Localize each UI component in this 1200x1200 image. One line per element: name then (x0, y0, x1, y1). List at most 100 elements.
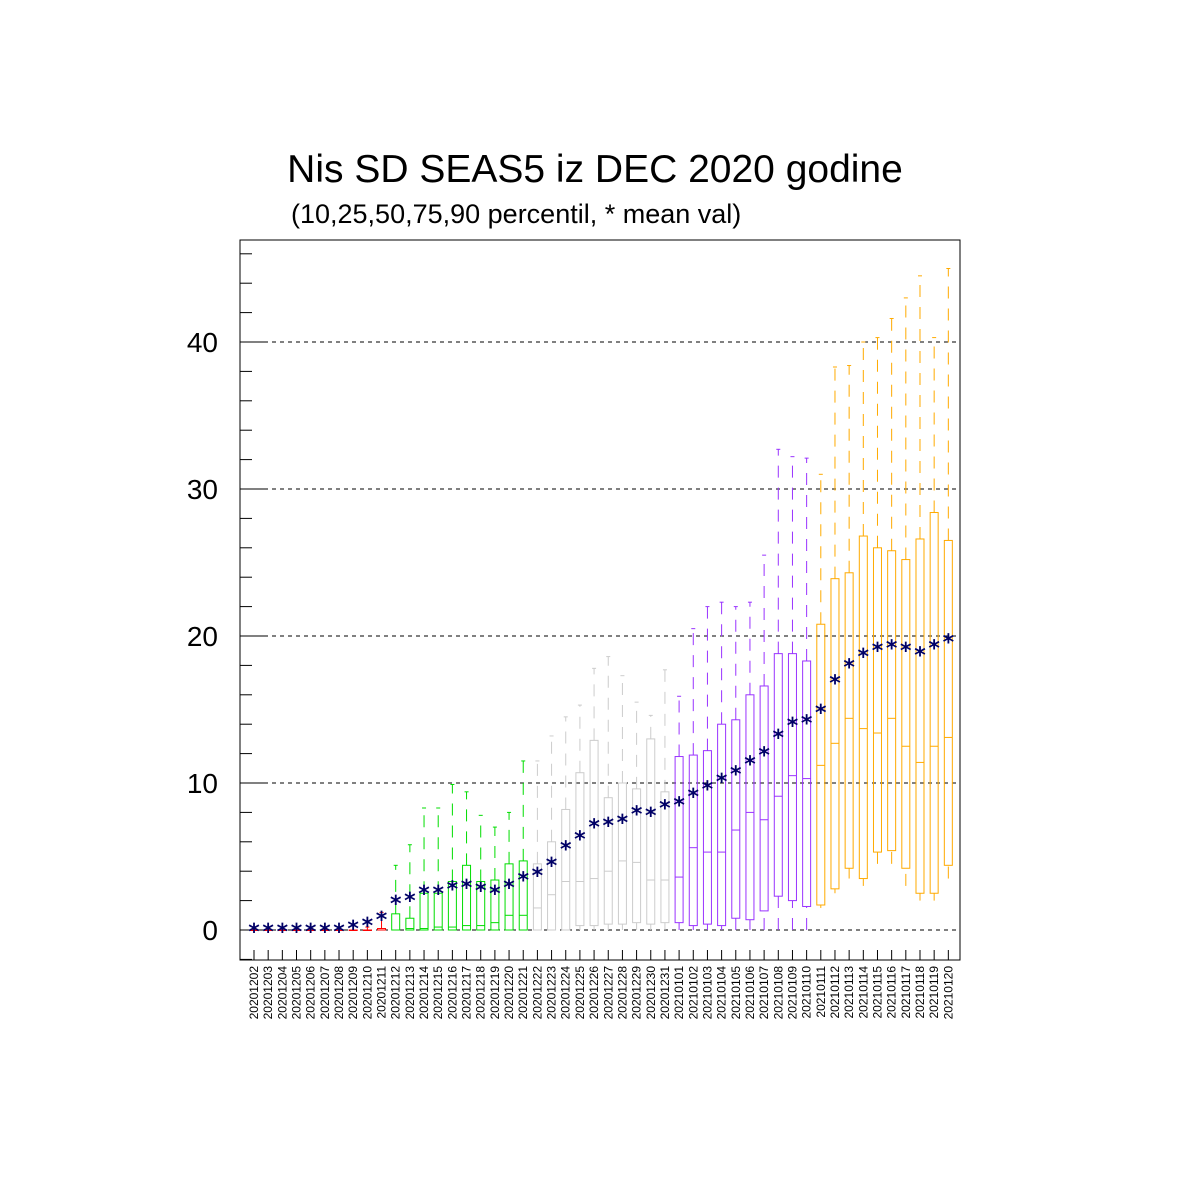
box-20201221 (518, 760, 528, 931)
box-20210116 (887, 317, 897, 864)
x-tick-label: 20210114 (856, 966, 870, 1019)
box-20210113 (844, 365, 854, 879)
iqr-box (490, 879, 500, 931)
box-20201210 (362, 926, 372, 931)
iqr-box (901, 559, 911, 869)
x-tick-label: 20201217 (460, 966, 474, 1020)
box-20210118 (915, 275, 925, 901)
iqr-box (561, 808, 571, 931)
mean-marker: * (631, 802, 643, 827)
x-tick-label: 20210118 (913, 966, 927, 1019)
mean-markers: * * * * * * * * * ** * * * * * * * * * * ** * * * * * * * * * * * * * ** * *… (248, 630, 954, 945)
iqr-box (674, 756, 684, 924)
mean-marker: * (574, 827, 586, 852)
iqr-box (405, 917, 415, 931)
mean-marker: * (886, 636, 898, 661)
mean-marker: * (758, 744, 770, 769)
box-20201212 (391, 864, 401, 931)
mean-marker: * (447, 877, 459, 902)
box-20201226 (589, 667, 599, 930)
x-tick-label: 20201226 (587, 966, 601, 1020)
mean-marker: * (858, 645, 870, 670)
box-20201217 (462, 791, 472, 931)
mean-marker: * (900, 639, 912, 664)
x-tick-label: 20201206 (304, 966, 318, 1020)
mean-marker: * (432, 882, 444, 907)
x-tick-label: 20210117 (899, 966, 913, 1019)
x-tick-label: 20201229 (630, 966, 644, 1020)
iqr-box (518, 860, 528, 931)
x-tick-label: 20201203 (261, 966, 275, 1020)
box-20201208 (334, 929, 344, 931)
x-tick-label: 20201223 (545, 966, 559, 1020)
mean-marker: * (702, 777, 714, 802)
iqr-box (575, 772, 585, 927)
iqr-box (816, 623, 826, 906)
mean-marker: * (517, 869, 529, 894)
x-tick-label: 20210115 (870, 966, 884, 1019)
y-tick-label: 30 (187, 474, 218, 505)
mean-marker: * (546, 854, 558, 879)
iqr-box (476, 880, 486, 931)
mean-marker: * (390, 892, 402, 917)
mean-marker: * (475, 879, 487, 904)
box-20201229 (632, 701, 642, 930)
box-20201207 (320, 929, 330, 931)
x-tick-label: 20201221 (516, 966, 530, 1020)
y-axis: 0 10 20 30 40 (187, 253, 266, 960)
mean-marker: * (872, 639, 884, 664)
x-tick-label: 20210107 (757, 966, 771, 1020)
x-tick-label: 20201220 (502, 966, 516, 1020)
mean-marker: * (843, 655, 855, 680)
iqr-box (646, 738, 656, 925)
box-20210101 (674, 695, 684, 930)
mean-marker: * (773, 726, 785, 751)
x-tick-label: 20201205 (290, 966, 304, 1020)
mean-marker: * (333, 920, 345, 945)
box-20210105 (731, 606, 741, 930)
x-tick-label: 20201209 (346, 966, 360, 1020)
x-tick-label: 20210116 (885, 966, 899, 1019)
iqr-box (547, 841, 557, 931)
box-20210103 (702, 606, 712, 930)
x-tick-label: 20201211 (375, 966, 389, 1019)
x-tick-label: 20210113 (842, 966, 856, 1019)
box-20201222 (532, 760, 542, 931)
box-20201225 (575, 704, 585, 930)
box-20210107 (759, 554, 769, 930)
iqr-box (589, 739, 599, 927)
box-20201218 (476, 814, 486, 931)
x-tick-label: 20201218 (474, 966, 488, 1020)
x-tick-label: 20210103 (700, 966, 714, 1020)
mean-marker: * (489, 882, 501, 907)
iqr-box (745, 694, 755, 921)
box-20201214 (419, 807, 429, 931)
x-tick-label: 20210104 (715, 966, 729, 1020)
iqr-box (759, 685, 769, 912)
iqr-box (702, 750, 712, 925)
x-tick-label: 20210119 (927, 966, 941, 1019)
x-tick-label: 20210112 (828, 966, 842, 1019)
mean-marker: * (815, 701, 827, 726)
box-20210104 (717, 601, 727, 930)
chart-subtitle: (10,25,50,75,90 percentil, * mean val) (291, 199, 742, 229)
x-tick-label: 20201210 (360, 966, 374, 1020)
mean-marker: * (617, 811, 629, 836)
box-20210111 (816, 473, 826, 908)
iqr-box (717, 723, 727, 927)
iqr-box (688, 754, 698, 927)
box-20201220 (504, 811, 514, 931)
iqr-box (915, 538, 925, 894)
iqr-box (787, 653, 797, 902)
mean-marker: * (291, 920, 303, 945)
x-tick-label: 20201202 (247, 966, 261, 1020)
box-20210106 (745, 601, 755, 930)
x-tick-label: 20201222 (530, 966, 544, 1020)
x-tick-label: 20210109 (785, 966, 799, 1020)
iqr-box (617, 782, 627, 925)
box-20201230 (646, 714, 656, 930)
plot-frame (239, 239, 961, 961)
iqr-box (929, 512, 939, 894)
y-tick-label: 10 (187, 768, 218, 799)
box-20201231 (660, 669, 670, 930)
